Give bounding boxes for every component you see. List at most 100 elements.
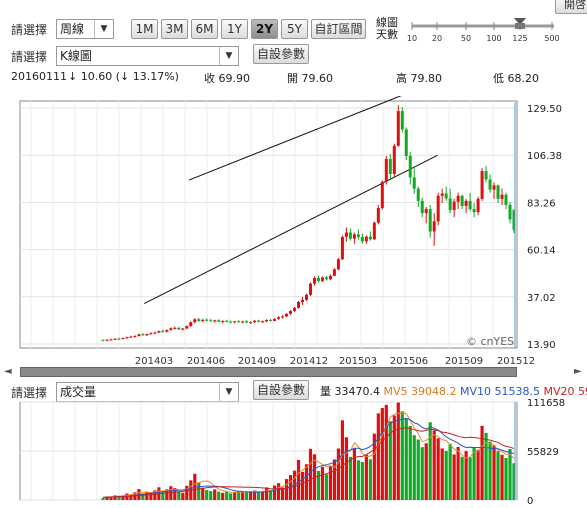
candle-body: [149, 333, 153, 335]
volume-bar: [141, 493, 145, 500]
days-slider[interactable]: 10 20 50 100 125 500: [406, 14, 566, 44]
volume-bar: [249, 491, 253, 500]
range-button-1y[interactable]: 1Y: [221, 19, 248, 39]
candle-body: [201, 319, 205, 321]
candle-body: [448, 198, 452, 211]
candle-body: [344, 232, 348, 237]
volume-bar: [129, 494, 133, 500]
candle-body: [460, 195, 464, 206]
days-tick-label[interactable]: 20: [432, 34, 442, 43]
candle-body: [105, 339, 109, 341]
candle-body: [161, 331, 165, 333]
candle-body: [312, 278, 316, 284]
period-select[interactable]: 周線 ▼: [56, 19, 114, 39]
volume-bar: [217, 491, 221, 500]
candle-body: [336, 259, 340, 270]
candle-body: [468, 200, 472, 210]
candle-body: [301, 299, 305, 302]
range-button-3m[interactable]: 3M: [161, 19, 188, 39]
custom-range-button[interactable]: 自訂區間: [311, 19, 366, 39]
volume-bar: [440, 448, 444, 500]
volume-bar: [416, 439, 420, 500]
open-button[interactable]: 開啓: [555, 0, 587, 14]
days-tick-label[interactable]: 100: [486, 34, 501, 43]
indicator-value: 成交量: [60, 385, 97, 399]
volume-bar: [257, 492, 261, 500]
info-date: 20160111: [11, 70, 67, 83]
price-chart-frame: [19, 100, 518, 349]
days-tick-label[interactable]: 10: [407, 34, 417, 43]
candle-body: [153, 332, 157, 334]
volume-bar: [504, 458, 508, 500]
candle-body: [444, 193, 448, 199]
volume-bar: [308, 448, 313, 500]
period-select-value: 周線: [60, 22, 85, 36]
scroll-left-icon[interactable]: ◄: [4, 366, 12, 377]
candle-body: [364, 236, 368, 242]
days-tick-label[interactable]: 500: [544, 34, 559, 43]
volume-bar: [388, 421, 392, 500]
candle-body: [245, 321, 249, 323]
volume-bar: [448, 443, 452, 500]
indicator-params-button[interactable]: 自設參數: [253, 380, 309, 400]
info-change: ↓ 10.60 (↓ 13.17%): [68, 70, 179, 83]
slider-thumb[interactable]: [515, 23, 525, 29]
candle-body: [464, 200, 468, 206]
range-button-6m[interactable]: 6M: [191, 19, 218, 39]
scrollbar-thumb[interactable]: [20, 367, 517, 377]
scroll-right-icon[interactable]: ►: [574, 366, 582, 377]
candle-body: [217, 320, 221, 322]
watermark: © cnYES: [466, 335, 514, 348]
candle-body: [420, 200, 424, 214]
volume-bar: [400, 411, 404, 500]
slider-thumb-icon[interactable]: [514, 18, 526, 25]
volume-bar: [229, 493, 233, 500]
days-tick-label[interactable]: 125: [512, 34, 527, 43]
candle-body: [305, 294, 309, 300]
candle-body: [496, 185, 500, 199]
volume-y-tick: 111658: [527, 398, 565, 409]
volume-bar: [332, 459, 337, 500]
volume-bar: [364, 454, 368, 500]
volume-bar: [253, 490, 257, 500]
range-button-5y[interactable]: 5Y: [281, 19, 308, 39]
candle-body: [436, 195, 440, 222]
candle-body: [273, 318, 277, 321]
volume-bar: [177, 491, 181, 500]
price-y-tick: 106.38: [527, 151, 562, 162]
time-scrollbar[interactable]: ◄ ►: [0, 365, 587, 379]
candle-body: [488, 179, 492, 190]
mv10-line: [102, 417, 515, 498]
custom-params-button[interactable]: 自設參數: [253, 44, 309, 64]
info-open: 開 79.60: [287, 70, 333, 86]
volume-bar: [472, 447, 476, 500]
candle-body: [508, 204, 512, 220]
candle-body: [117, 338, 121, 340]
candle-body: [472, 209, 476, 213]
days-tick-label[interactable]: 50: [461, 34, 471, 43]
volume-bar: [444, 450, 448, 500]
range-button-1m[interactable]: 1M: [131, 19, 158, 39]
candle-body: [205, 319, 209, 321]
volume-bar: [221, 492, 225, 500]
volume-bar: [380, 408, 384, 500]
candle-body: [316, 278, 320, 281]
candle-body: [484, 171, 488, 180]
candle-body: [101, 339, 105, 341]
candle-body: [428, 209, 432, 232]
volume-bar: [432, 430, 436, 500]
price-x-tick: 201412: [290, 356, 328, 367]
volume-bar: [233, 492, 237, 500]
volume-bar: [408, 425, 412, 500]
price-y-tick: 83.26: [527, 198, 556, 209]
chart-type-select[interactable]: K線圖 ▼: [56, 46, 239, 66]
days-label: 線圖 天數: [376, 17, 398, 41]
range-button-2y[interactable]: 2Y: [251, 19, 278, 39]
price-y-tick: 37.02: [527, 293, 556, 304]
candle-body: [400, 111, 404, 130]
candle-body: [229, 321, 233, 323]
candle-body: [185, 326, 189, 329]
volume-bar: [368, 459, 372, 500]
candle-body: [392, 145, 396, 174]
info-low: 低 68.20: [493, 70, 539, 86]
